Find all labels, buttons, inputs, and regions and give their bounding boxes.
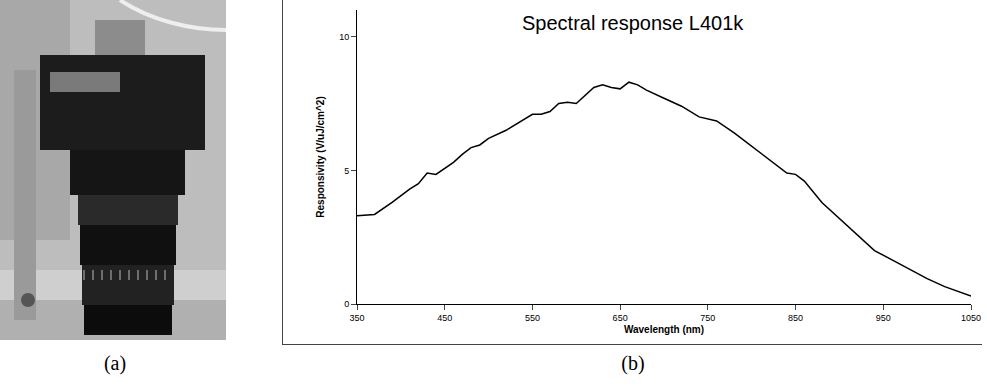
svg-text:Wavelength (nm): Wavelength (nm) bbox=[624, 324, 704, 335]
svg-text:Responsivity (V/uJ/cm^2): Responsivity (V/uJ/cm^2) bbox=[315, 96, 326, 217]
html-text:(b): (b) bbox=[621, 352, 645, 374]
svg-text:650: 650 bbox=[613, 313, 628, 323]
svg-text:Spectral response L401k: Spectral response L401k bbox=[522, 12, 744, 34]
svg-text:5: 5 bbox=[344, 166, 349, 176]
svg-text:750: 750 bbox=[700, 313, 715, 323]
svg-text:1050: 1050 bbox=[961, 313, 981, 323]
svg-text:550: 550 bbox=[525, 313, 540, 323]
svg-text:950: 950 bbox=[876, 313, 891, 323]
svg-text:10: 10 bbox=[339, 32, 349, 42]
svg-text:0: 0 bbox=[344, 299, 349, 309]
svg-text:850: 850 bbox=[788, 313, 803, 323]
svg-text:450: 450 bbox=[437, 313, 452, 323]
html-text:(a): (a) bbox=[103, 352, 127, 374]
svg-text:350: 350 bbox=[349, 313, 364, 323]
